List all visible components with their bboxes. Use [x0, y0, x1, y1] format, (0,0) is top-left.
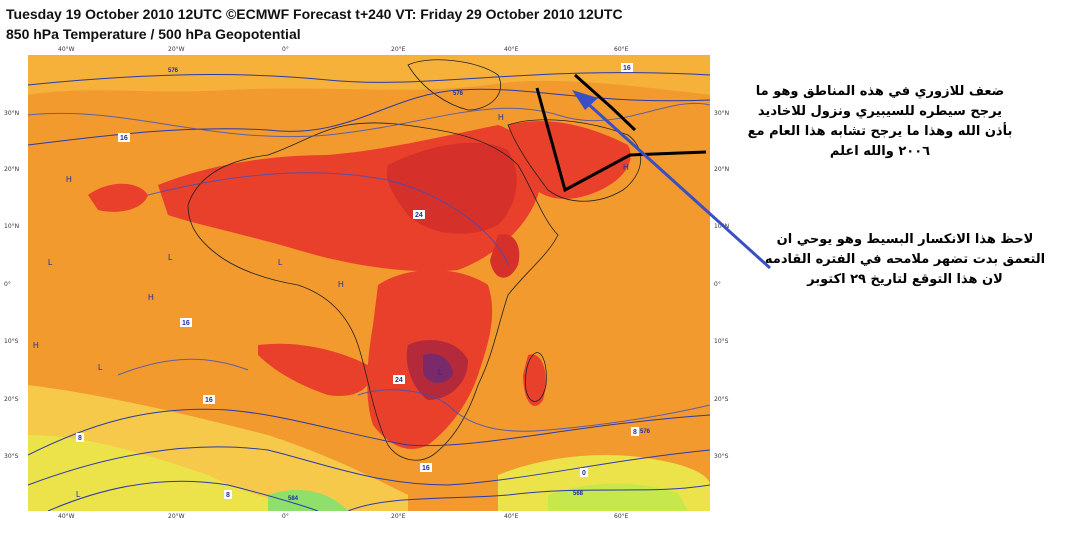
annotation-line: بأذن الله وهذا ما يرجح تشابه هذا العام م…	[747, 124, 1013, 139]
high-marker: H	[33, 341, 39, 350]
high-marker: H	[66, 175, 72, 184]
high-marker: H	[623, 163, 629, 172]
lon-tick: 20°E	[391, 46, 406, 53]
lon-tick: 20°E	[391, 513, 406, 520]
contour-label: 8	[78, 435, 82, 442]
lat-tick: 30°N	[714, 110, 730, 117]
lat-tick: 20°S	[4, 396, 19, 403]
lat-tick: 10°N	[714, 223, 730, 230]
lon-tick: 40°E	[504, 513, 519, 520]
lon-tick: 0°	[282, 513, 289, 520]
lon-tick: 40°W	[58, 513, 75, 520]
low-marker: L	[168, 253, 173, 262]
high-marker: H	[148, 293, 154, 302]
lat-tick: 30°S	[714, 453, 729, 460]
low-marker: L	[76, 490, 81, 499]
contour-label: 16	[623, 65, 631, 72]
lat-tick: 30°S	[4, 453, 19, 460]
annotation-line: ٢٠٠٦ والله اعلم	[829, 144, 931, 159]
annotation-line: لان هذا التوقع لتاريخ ٢٩ اكتوبر	[807, 272, 1003, 287]
annotation-text-2: لاحظ هذا الانكسار البسيط وهو يوحي ان الت…	[740, 230, 1070, 290]
high-marker: H	[498, 113, 504, 122]
lat-tick: 10°S	[714, 338, 729, 345]
contour-label: 0	[582, 470, 586, 477]
contour-label: 16	[422, 465, 430, 472]
lat-tick: 20°N	[4, 166, 20, 173]
lon-tick: 20°W	[168, 46, 185, 53]
lon-tick: 60°E	[614, 46, 629, 53]
hot-core	[423, 353, 453, 384]
contour-labels: 16 24 16 24 16 16 16 8 8 8 0 576 576 576…	[76, 63, 651, 502]
contour-label: 576	[640, 429, 651, 435]
lat-tick: 10°S	[4, 338, 19, 345]
hot-region	[523, 354, 546, 406]
low-marker: L	[438, 368, 443, 377]
map-title: Tuesday 19 October 2010 12UTC ©ECMWF For…	[6, 6, 623, 22]
lon-tick: 20°W	[168, 513, 185, 520]
contour-label: 576	[453, 91, 464, 97]
contour-label: 16	[205, 397, 213, 404]
temperature-band	[268, 490, 348, 511]
high-marker: H	[338, 280, 344, 289]
contour-label: 16	[182, 320, 190, 327]
lat-tick: 10°N	[4, 223, 20, 230]
annotation-line: ضعف للازوري في هذه المناطق وهو ما	[755, 84, 1005, 99]
annotation-text-1: ضعف للازوري في هذه المناطق وهو ما يرجح س…	[740, 82, 1020, 162]
lon-tick: 40°E	[504, 46, 519, 53]
contour-label: 576	[168, 68, 179, 74]
low-marker: L	[98, 363, 103, 372]
lon-tick: 0°	[282, 46, 289, 53]
lat-tick: 30°N	[4, 110, 20, 117]
lon-tick: 40°W	[58, 46, 75, 53]
lon-tick: 60°E	[614, 513, 629, 520]
contour-label: 584	[288, 496, 299, 502]
low-marker: L	[278, 258, 283, 267]
hot-region	[258, 343, 371, 396]
low-marker: L	[48, 258, 53, 267]
lat-tick: 20°S	[714, 396, 729, 403]
map-subtitle: 850 hPa Temperature / 500 hPa Geopotenti…	[6, 26, 301, 42]
lat-tick: 0°	[4, 281, 11, 288]
contour-label: 568	[573, 491, 584, 497]
map-canvas: H H L L L H L H L L H H 16 24 16 24 16 1	[28, 55, 710, 511]
annotation-line: التعمق بدت تضهر ملامحه في الفتره القادمه	[764, 252, 1046, 267]
forecast-map: H H L L L H L H L L H H 16 24 16 24 16 1	[28, 55, 710, 511]
annotation-line: لاحظ هذا الانكسار البسيط وهو يوحي ان	[776, 232, 1034, 247]
contour-label: 8	[633, 429, 637, 436]
annotation-line: يرجح سيطره للسيبيري ونزول للاخاديد	[757, 104, 1003, 119]
contour-label: 16	[120, 135, 128, 142]
contour-label: 8	[226, 492, 230, 499]
lat-tick: 20°N	[714, 166, 730, 173]
temperature-band	[28, 55, 710, 95]
lat-tick: 0°	[714, 281, 721, 288]
contour-label: 24	[395, 377, 403, 384]
hot-region	[88, 183, 148, 212]
contour-label: 24	[415, 212, 423, 219]
